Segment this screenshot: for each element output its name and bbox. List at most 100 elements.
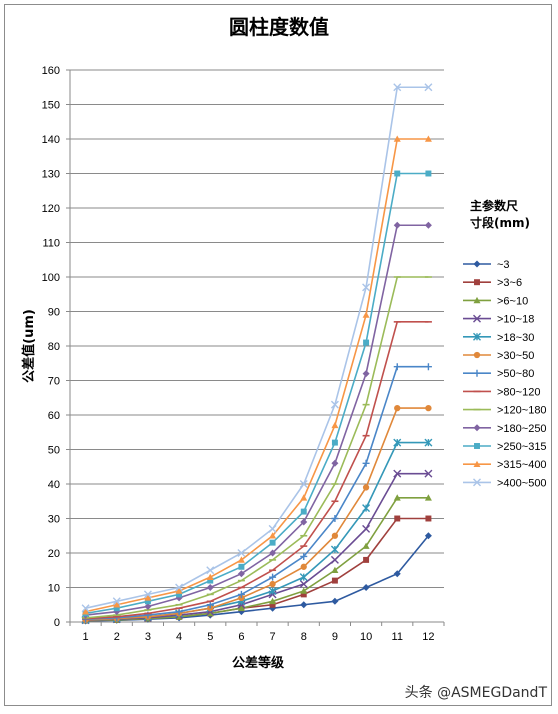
data-point — [300, 587, 308, 594]
data-point — [268, 586, 277, 595]
legend-label: >400~500 — [497, 477, 547, 489]
x-tick-label: 10 — [360, 631, 372, 643]
data-point — [330, 555, 339, 564]
legend-entry: >10~18 — [463, 314, 534, 326]
series-line — [85, 224, 429, 616]
y-axis-title: 公差值(um) — [21, 309, 37, 383]
data-point — [207, 577, 214, 584]
x-tick-label: 7 — [270, 631, 276, 643]
data-point — [175, 587, 183, 594]
data-point — [206, 566, 215, 575]
legend: 主参数尺 寸段(mm) ~3 >3~6 >6~10 >10~18 >18~30 >30~5… — [463, 198, 547, 489]
data-point — [300, 601, 308, 609]
data-point — [144, 602, 152, 610]
data-point — [424, 469, 433, 478]
data-point — [331, 566, 339, 574]
data-point — [393, 135, 401, 142]
legend-entry: >6~10 — [463, 295, 528, 307]
data-point — [394, 170, 401, 177]
legend-entry: >18~30 — [463, 332, 534, 344]
data-point — [362, 283, 371, 292]
y-tick-label: 160 — [42, 65, 60, 77]
x-tick-label: 2 — [114, 631, 120, 643]
legend-label: >50~80 — [497, 368, 534, 380]
x-tick-labels: 1 2 3 4 5 6 7 8 9 10 11 12 — [83, 631, 435, 643]
data-point — [269, 597, 277, 605]
data-point — [238, 563, 245, 570]
legend-swatch-marker — [473, 424, 481, 432]
legend-label: >80~120 — [497, 386, 540, 398]
y-tick-label: 0 — [54, 617, 60, 629]
data-point — [269, 601, 276, 608]
data-point — [237, 556, 245, 563]
legend-entry: >50~80 — [463, 368, 534, 380]
data-point — [269, 549, 277, 557]
data-point — [331, 515, 339, 522]
watermark-text: 头条 @ASMEGDandT — [405, 684, 548, 701]
data-point — [330, 400, 339, 409]
data-point — [81, 604, 90, 613]
data-point — [176, 591, 183, 598]
data-point — [206, 601, 214, 609]
data-point — [269, 532, 277, 539]
legend-swatch-marker — [473, 296, 481, 304]
data-point — [113, 605, 120, 612]
series-line — [85, 86, 429, 609]
data-point — [112, 597, 121, 606]
y-tick-label: 80 — [48, 341, 60, 353]
data-point — [362, 370, 370, 378]
data-point — [144, 598, 151, 605]
legend-title-line-1: 主参数尺 — [470, 198, 518, 213]
x-tick-label: 8 — [301, 631, 307, 643]
series-9 — [82, 276, 432, 619]
y-tick-label: 150 — [42, 100, 60, 112]
data-point — [206, 584, 214, 591]
data-point — [424, 532, 432, 540]
data-point — [113, 601, 121, 608]
data-point — [330, 545, 339, 554]
data-point — [424, 83, 433, 92]
y-tick-label: 30 — [48, 514, 60, 526]
data-point — [362, 504, 371, 513]
data-point — [362, 459, 370, 467]
y-tick-label: 50 — [48, 445, 60, 457]
series-line — [85, 138, 429, 613]
legend-label: >18~30 — [497, 332, 534, 344]
data-point — [300, 494, 308, 501]
data-point — [363, 556, 370, 563]
legend-swatch-marker — [473, 460, 481, 467]
series-13 — [81, 83, 433, 613]
data-point — [425, 515, 432, 522]
series-line — [85, 365, 429, 621]
data-point — [237, 549, 246, 557]
series-6 — [82, 404, 432, 624]
x-tick-label: 11 — [392, 631, 403, 643]
legend-label: >250~315 — [497, 441, 547, 453]
series-line — [85, 172, 429, 615]
series-8 — [82, 321, 432, 620]
legend-entry: ~3 — [463, 259, 510, 271]
series-12 — [82, 135, 432, 615]
x-tick-label: 4 — [176, 631, 182, 643]
data-point — [393, 570, 401, 578]
data-point — [206, 573, 214, 580]
data-point — [237, 604, 245, 611]
legend-entry: >120~180 — [463, 405, 547, 417]
series-line — [85, 276, 429, 619]
legend-label: >315~400 — [497, 459, 547, 471]
data-point — [362, 311, 370, 318]
y-tick-label: 100 — [42, 272, 60, 284]
chart-title: 圆柱度数值 — [229, 15, 329, 39]
x-tick-label: 6 — [238, 631, 244, 643]
legend-entry: >30~50 — [463, 350, 534, 362]
data-point — [299, 573, 308, 582]
data-point — [206, 609, 214, 617]
legend-entry: >3~6 — [463, 277, 522, 289]
data-point — [331, 597, 339, 605]
legend-label: >3~6 — [497, 277, 522, 289]
data-point — [331, 421, 339, 429]
series-7 — [82, 363, 432, 623]
data-point — [331, 577, 338, 584]
y-tick-label: 10 — [48, 583, 60, 595]
